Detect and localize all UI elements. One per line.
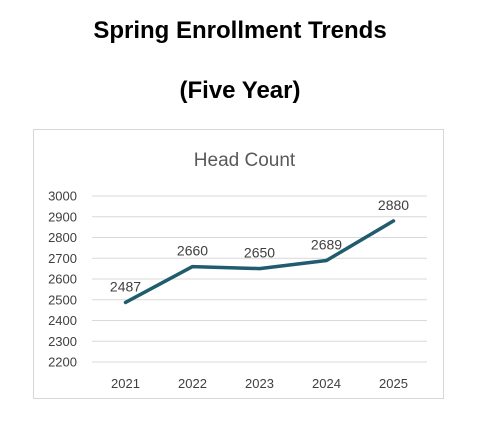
y-tick-label: 3000 [48, 189, 77, 204]
y-tick-label: 2800 [48, 230, 77, 245]
chart-svg: Head Count 3000 2900 2800 2700 2600 2500 2400 2… [48, 150, 427, 391]
y-tick-label: 2600 [48, 272, 77, 287]
x-tick-label: 2021 [111, 376, 140, 391]
data-label: 2660 [177, 243, 208, 259]
chart-title: Head Count [194, 150, 296, 171]
x-tick-label: 2023 [245, 376, 274, 391]
series-layer [123, 219, 396, 305]
y-tick-label: 2400 [48, 313, 77, 328]
page-title: Spring Enrollment Trends [93, 17, 387, 44]
x-tick-label: 2025 [379, 376, 408, 391]
data-label: 2689 [311, 237, 342, 253]
series-line [123, 219, 396, 305]
y-tick-label: 2700 [48, 251, 77, 266]
gridlines [92, 195, 427, 363]
data-label: 2487 [110, 278, 141, 294]
line-chart: Head Count 3000 2900 2800 2700 2600 2500 2400 2… [33, 129, 444, 399]
data-label: 2650 [244, 245, 275, 261]
y-tick-label: 2900 [48, 209, 77, 224]
page-subtitle: (Five Year) [179, 77, 301, 104]
x-tick-label: 2022 [178, 376, 207, 391]
y-tick-label: 2500 [48, 292, 77, 307]
data-labels: 2487 2660 2650 2689 2880 [110, 197, 409, 295]
y-axis-ticks: 3000 2900 2800 2700 2600 2500 2400 2300 2200 [48, 189, 77, 370]
x-axis-ticks: 2021 2022 2023 2024 2025 [111, 376, 408, 391]
y-tick-label: 2200 [48, 355, 77, 370]
data-label: 2880 [378, 197, 409, 213]
x-tick-label: 2024 [312, 376, 341, 391]
y-tick-label: 2300 [48, 334, 77, 349]
